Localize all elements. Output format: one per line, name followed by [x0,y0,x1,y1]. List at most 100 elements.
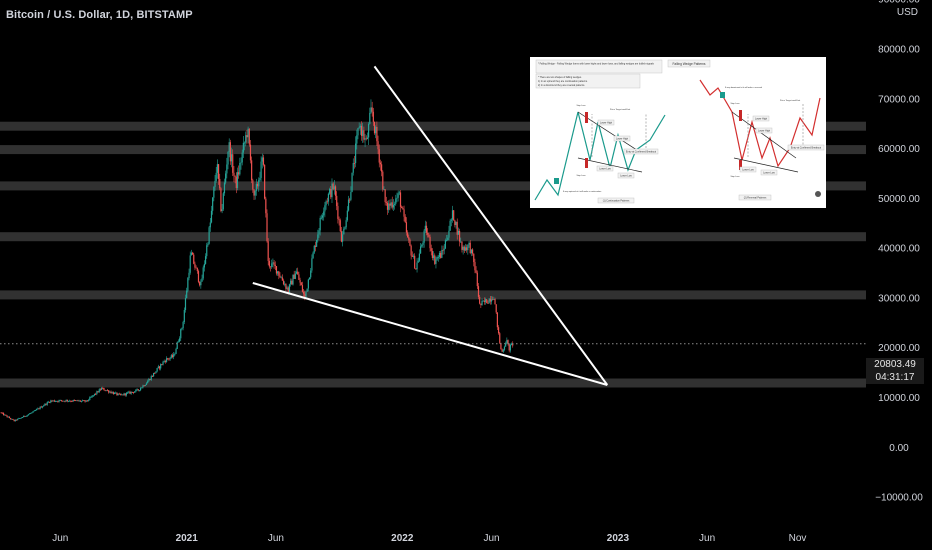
inset-right-lower-line [733,157,799,173]
candle-body [408,237,410,240]
y-tick-label: 90000.00 [878,0,920,6]
candle-body [269,266,272,268]
x-tick-label: Jun [268,533,284,544]
candle-body [210,210,213,223]
candle-body [143,385,145,387]
candle-body [155,371,157,374]
candle-body [430,248,432,252]
candle-body [170,355,172,358]
candle-body [77,400,79,402]
candle-body [45,403,47,405]
candle-body [506,340,508,344]
y-tick-label: 80000.00 [878,45,920,56]
inset-left-label: Stop Loss [577,104,586,107]
inset-left-caption: (1) Continuation Patterns [603,200,630,203]
candle-body [183,309,185,323]
candle-body [339,220,341,232]
candle-body [203,263,205,268]
candle-body [254,190,256,196]
inset-right-label: If wap downtrend at it will make a rever… [725,86,763,89]
candle-body [195,267,197,269]
candle-body [164,360,166,362]
candle-body [0,412,2,414]
candle-body [233,172,235,176]
candle-body [262,157,265,165]
inset-left-red-arrow-2 [585,158,588,168]
x-tick-label: 2022 [391,533,414,544]
candle-body [386,202,389,210]
x-tick-label: Nov [789,533,807,544]
candle-body [495,304,497,313]
candle-body [199,281,201,286]
candle-body [123,393,125,396]
inset-right-label: Lower High [755,118,768,121]
candle-body [505,343,507,347]
candle-body [28,413,31,415]
candle-body [242,142,244,153]
candle-body [230,154,233,162]
candle-body [70,400,72,402]
candle-body [252,180,254,190]
wedge-upper-line [373,65,609,386]
y-tick-label: −10000.00 [875,493,923,504]
candle-body [473,253,475,263]
candle-body [97,391,99,393]
candle-body [458,230,461,242]
sr-zone-3 [0,232,866,242]
candle-body [181,328,183,330]
candle-body [471,249,474,254]
x-tick-label: Jun [483,533,499,544]
candle-body [217,164,220,179]
candle-body [271,263,273,268]
candle-body [256,183,259,187]
candle-body [41,406,44,408]
candle-body [243,142,246,144]
candle-body [437,257,439,258]
candle-body [245,135,247,143]
inset-left-label: Lower Low [599,168,611,171]
candle-body [357,128,359,136]
candle-body [293,274,295,279]
candle-body [102,387,104,389]
symbol-title[interactable]: Bitcoin / U.S. Dollar, 1D, BITSTAMP [6,9,193,21]
candle-body [383,189,385,191]
inset-right-label: Price Target and Exit [780,99,801,102]
candle-body [275,266,278,274]
candle-body [265,198,267,214]
candle-body [111,392,113,394]
candle-body [46,402,48,405]
candle-body [221,209,223,212]
inset-right-green-arrow [720,92,725,98]
candle-body [31,412,33,414]
candle-body [65,400,67,402]
inset-right-caption: (2) Reversal Patterns [744,197,767,200]
candle-body [431,251,434,258]
candle-body [130,391,132,394]
candle-body [157,366,159,369]
candle-body [239,162,241,175]
inset-left-label-box [597,119,615,126]
candle-body [156,368,158,372]
candle-body [392,204,395,208]
candle-body [346,210,348,221]
candle-body [331,183,333,198]
candle-body [464,247,467,251]
candle-body [177,341,179,343]
candle-body [455,221,457,226]
candle-body [492,299,494,301]
candle-body [32,411,34,413]
candle-body [53,400,55,402]
candle-body [424,225,426,231]
candle-body [174,353,176,355]
candle-body [207,243,209,246]
candle-body [389,203,391,206]
candle-body [59,399,61,401]
candle-body [116,392,118,396]
candle-body [356,135,358,144]
candle-body [66,400,68,402]
candle-body [168,358,170,360]
candle-body [24,415,26,417]
x-tick-label: Jun [52,533,68,544]
candle-body [317,234,319,240]
